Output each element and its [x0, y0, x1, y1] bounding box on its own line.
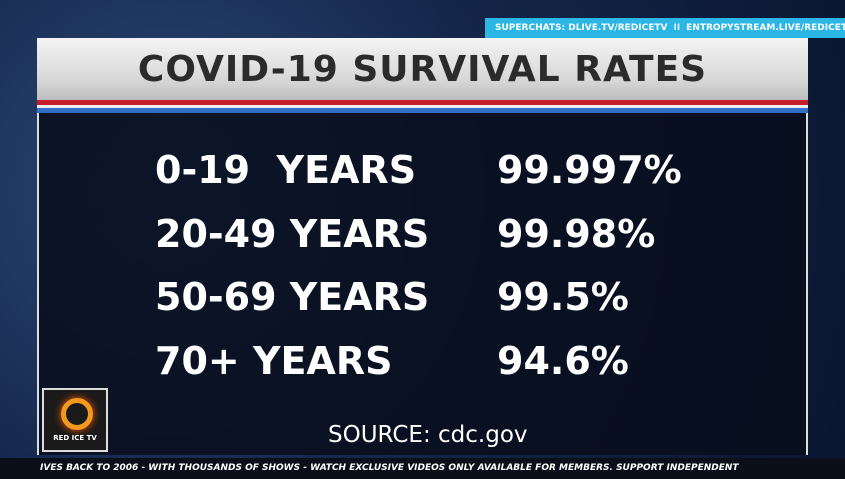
survival-rate: 99.997%	[497, 148, 682, 192]
age-group: 20-49 YEARS	[155, 212, 430, 256]
header: COVID-19 SURVIVAL RATES	[37, 38, 808, 100]
stripe	[37, 100, 808, 105]
title: COVID-19 SURVIVAL RATES	[137, 49, 708, 90]
table-row: 20-49 YEARS 99.98%	[155, 209, 755, 259]
table-row: 70+ YEARS 94.6%	[155, 336, 755, 386]
stripe	[37, 108, 808, 113]
stripe	[37, 105, 808, 108]
survival-rate: 99.5%	[497, 275, 629, 319]
age-group: 70+ YEARS	[155, 339, 393, 383]
survival-rate: 99.98%	[497, 212, 656, 256]
banner-text: SUPERCHATS: DLIVE.TV/REDICETV	[495, 23, 668, 33]
logo: RED ICE TV	[42, 388, 108, 452]
banner-text: ENTROPYSTREAM.LIVE/REDICETV	[686, 23, 845, 33]
table-row: 0-19 YEARS 99.997%	[155, 145, 755, 195]
survival-rate: 94.6%	[497, 339, 629, 383]
logo-text: RED ICE TV	[53, 434, 97, 442]
age-group: 50-69 YEARS	[155, 275, 430, 319]
banner-separator: II	[673, 23, 681, 33]
panel	[37, 113, 808, 455]
source: SOURCE: cdc.gov	[328, 422, 528, 448]
banner: SUPERCHATS: DLIVE.TV/REDICETV II ENTROPYST…	[485, 18, 845, 38]
table-row: 50-69 YEARS 99.5%	[155, 272, 755, 322]
logo-icon	[61, 398, 93, 430]
age-group: 0-19 YEARS	[155, 148, 417, 192]
ticker: IVES BACK TO 2006 - WITH THOUSANDS OF SH…	[0, 458, 845, 479]
